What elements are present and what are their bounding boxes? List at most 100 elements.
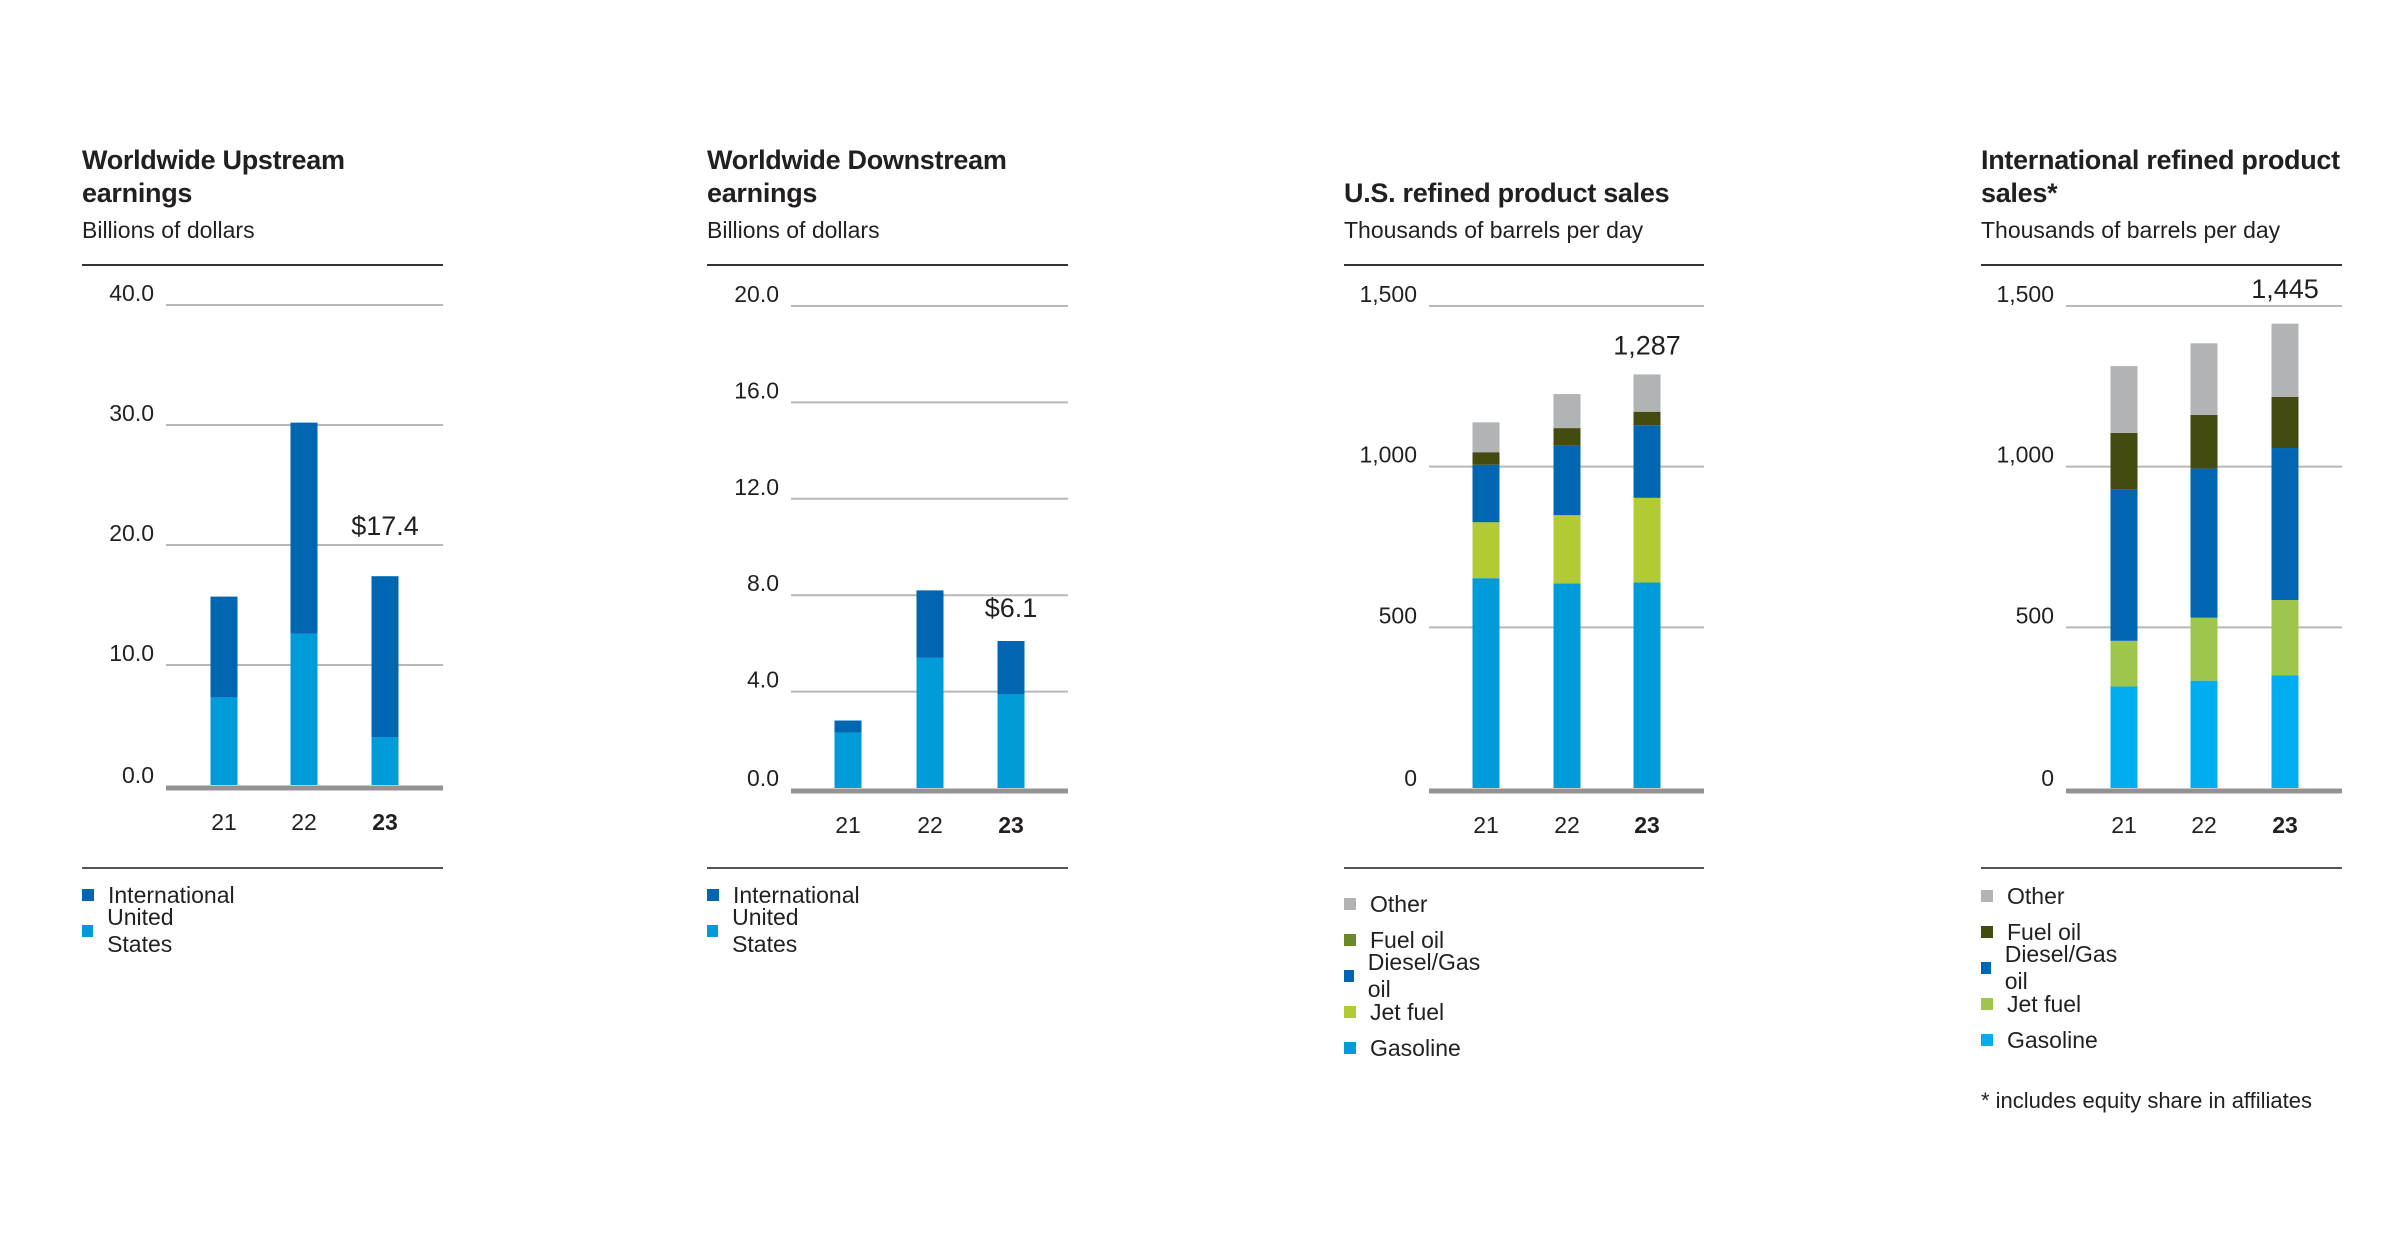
bar-segment-jet-fuel-22 [1553,515,1581,584]
bar-segment-fuel-oil-23 [1633,411,1661,426]
bar-segment-jet-fuel-21 [2110,640,2138,687]
bottom-rule [1344,867,1704,869]
total-annotation: $17.4 [351,511,419,541]
legend-label: International [733,881,860,908]
x-tick-label: 21 [211,809,237,835]
legend-item: Diesel/Gas oil [1344,949,1482,1002]
chart-title: Worldwide Upstream earnings [82,145,345,208]
y-tick-label: 1,000 [1996,442,2054,468]
bar-segment-jet-fuel-22 [2190,617,2218,681]
y-tick-label: 4.0 [747,667,779,693]
bar-segment-gasoline-23 [2271,675,2299,788]
y-tick-label: 30.0 [109,400,154,426]
x-tick-label: 23 [2272,812,2298,838]
bar-segment-united-states-23 [371,737,399,785]
legend-item: United States [82,904,235,957]
bar-segment-fuel-oil-22 [1553,428,1581,446]
y-tick-label: 8.0 [747,570,779,596]
x-tick-label: 21 [835,812,861,838]
legend-item: International [707,877,860,913]
y-tick-label: 12.0 [734,474,779,500]
bar-segment-gasoline-23 [1633,582,1661,788]
footnote: * includes equity share in affiliates [1981,1088,2313,1113]
chart-subtitle: Billions of dollars [707,217,880,243]
plot-area: 0.0 4.0 8.0 12.0 16.0 20.0 21 22 23 $6.1 [734,281,1068,838]
chart-header: International refined product sales* Tho… [1981,0,2400,244]
bar-segment-other-22 [2190,343,2218,415]
y-tick-label: 16.0 [734,377,779,403]
chart-title: International refined product sales* [1981,145,2340,208]
y-tick-label: 0.0 [122,762,154,788]
x-tick-label: 23 [372,809,398,835]
bar-segment-united-states-21 [210,697,238,785]
bar-segment-diesel-gas-oil-21 [2110,489,2138,641]
y-tick-label: 20.0 [109,520,154,546]
y-tick-label: 1,500 [1359,281,1417,307]
legend-label: Jet fuel [2007,990,2082,1017]
plot-area: 0 500 1,000 1,500 21 22 23 1,287 [1359,281,1704,838]
legend-item: Other [1344,886,1482,922]
top-rule [1344,264,1704,266]
legend-label: Diesel/Gas oil [2004,941,2118,994]
top-rule [707,264,1068,266]
legend-item: United States [707,904,860,957]
legend-swatch [1344,970,1354,982]
total-annotation: $6.1 [985,593,1038,623]
bar-segment-other-21 [2110,366,2138,433]
total-annotation: 1,445 [2251,274,2319,304]
bar-segment-diesel-gas-oil-22 [2190,468,2218,618]
x-tick-label: 21 [2111,812,2137,838]
bar-segment-fuel-oil-21 [1472,452,1500,465]
chart-header: Worldwide Upstream earnings Billions of … [82,0,502,244]
legend-label: International [108,881,235,908]
legend: International United States [82,877,235,957]
legend-swatch [82,889,94,901]
legend: Other Fuel oil Diesel/Gas oil Jet fuel Gasol… [1981,878,2119,1058]
bar-segment-fuel-oil-21 [2110,432,2138,490]
bar-segment-international-22 [290,422,318,634]
legend-item: Fuel oil [1344,922,1482,958]
bar-segment-international-22 [916,590,944,658]
legend-item: International [82,877,235,913]
top-rule [82,264,443,266]
bar-segment-fuel-oil-23 [2271,396,2299,449]
legend-swatch [1344,934,1356,946]
bar-segment-gasoline-21 [2110,686,2138,788]
legend-label: Fuel oil [1370,926,1445,953]
top-rule [1981,264,2342,266]
bar-segment-gasoline-22 [1553,583,1581,788]
bar-segment-other-23 [2271,323,2299,397]
bar-segment-fuel-oil-22 [2190,414,2218,469]
y-tick-label: 1,000 [1359,442,1417,468]
legend: Other Fuel oil Diesel/Gas oil Jet fuel Gasol… [1344,886,1482,1066]
bar-segment-united-states-22 [290,633,318,785]
y-tick-label: 20.0 [734,281,779,307]
x-tick-label: 22 [2191,812,2217,838]
legend-swatch [1981,998,1993,1010]
y-tick-label: 0.0 [747,765,779,791]
bar-segment-jet-fuel-23 [2271,600,2299,676]
bar-segment-other-23 [1633,374,1661,412]
bar-segment-gasoline-22 [2190,680,2218,788]
bar-segment-diesel-gas-oil-22 [1553,445,1581,516]
legend-item: Gasoline [1344,1030,1482,1066]
bottom-rule [82,867,443,869]
plot-area: 0 500 1,000 1,500 21 22 23 1,445 [1996,274,2342,838]
legend-swatch [707,889,719,901]
bar-segment-other-21 [1472,422,1500,453]
legend-item: Other [1981,878,2119,914]
legend-swatch [1981,890,1993,902]
y-tick-label: 10.0 [109,640,154,666]
legend-item: Fuel oil [1981,914,2119,950]
bar-segment-united-states-22 [916,657,944,788]
bar-segment-international-21 [210,596,238,698]
y-tick-label: 1,500 [1996,281,2054,307]
legend-label: Gasoline [1370,1034,1461,1061]
legend-swatch [82,925,94,937]
y-tick-label: 0 [2041,765,2054,791]
legend-label: Other [2007,882,2065,909]
bar-segment-diesel-gas-oil-21 [1472,464,1500,523]
bar-segment-international-21 [834,720,862,733]
bottom-rule [1981,867,2342,869]
legend-item: Jet fuel [1344,994,1482,1030]
